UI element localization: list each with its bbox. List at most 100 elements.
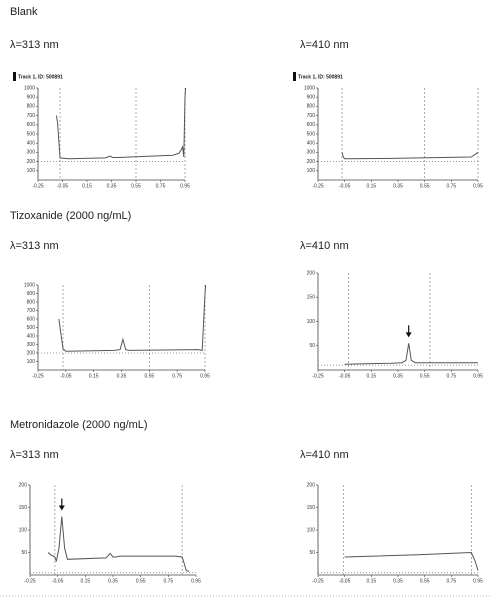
y-tick-label: 600 — [27, 122, 36, 128]
y-tick-label: 50 — [309, 343, 315, 349]
x-tick-label: 0.95 — [200, 373, 210, 379]
section-title: Blank — [10, 6, 38, 18]
y-tick-label: 1000 — [24, 282, 35, 288]
y-tick-label: 200 — [307, 159, 316, 165]
chart-title: λ=410 nm — [300, 240, 349, 252]
x-tick-label: 0.35 — [117, 373, 127, 379]
x-tick-label: 0.75 — [156, 183, 166, 189]
y-tick-label: 300 — [27, 342, 36, 348]
x-tick-label: 0.35 — [393, 373, 403, 379]
section-title: Tizoxanide (2000 ng/mL) — [10, 210, 131, 222]
x-tick-label: 0.15 — [80, 578, 90, 584]
y-tick-label: 700 — [27, 113, 36, 119]
y-tick-label: 600 — [307, 122, 316, 128]
x-tick-label: 0.55 — [136, 578, 146, 584]
chart-title: λ=410 nm — [300, 39, 349, 51]
x-tick-label: -0.05 — [57, 183, 69, 189]
section-title: Metronidazole (2000 ng/mL) — [10, 419, 148, 431]
x-tick-label: 0.35 — [107, 183, 117, 189]
x-tick-label: 0.75 — [172, 373, 182, 379]
y-tick-label: 1000 — [304, 85, 315, 91]
x-tick-label: -0.25 — [312, 373, 324, 379]
x-tick-label: -0.05 — [339, 373, 351, 379]
y-tick-label: 100 — [307, 527, 316, 533]
chart-subtitle: Track 1, ID: 500891 — [18, 74, 63, 80]
y-tick-label: 200 — [27, 350, 36, 356]
y-tick-label: 100 — [307, 168, 316, 174]
y-tick-label: 900 — [27, 291, 36, 297]
y-tick-label: 700 — [307, 113, 316, 119]
y-tick-label: 200 — [27, 159, 36, 165]
y-tick-label: 800 — [27, 299, 36, 305]
trace — [344, 551, 479, 571]
x-tick-label: 0.55 — [131, 183, 141, 189]
track-icon — [293, 72, 296, 81]
x-tick-label: -0.25 — [32, 373, 44, 379]
trace — [344, 343, 478, 365]
x-tick-label: 0.35 — [108, 578, 118, 584]
y-tick-label: 700 — [27, 308, 36, 314]
x-tick-label: 0.15 — [366, 373, 376, 379]
trace — [341, 151, 479, 160]
x-tick-label: -0.25 — [312, 183, 324, 189]
chart-title: λ=313 nm — [10, 39, 59, 51]
y-tick-label: 400 — [27, 333, 36, 339]
peak-arrowhead — [405, 332, 412, 338]
x-tick-label: -0.05 — [60, 373, 72, 379]
x-tick-label: 0.15 — [89, 373, 99, 379]
x-tick-label: -0.25 — [312, 578, 324, 584]
y-tick-label: 100 — [307, 319, 316, 325]
trace — [47, 516, 190, 572]
x-tick-label: 0.35 — [393, 183, 403, 189]
x-tick-label: 0.55 — [144, 373, 154, 379]
x-tick-label: 0.75 — [446, 373, 456, 379]
y-tick-label: 800 — [27, 104, 36, 110]
x-tick-label: 0.75 — [163, 578, 173, 584]
x-tick-label: 0.75 — [446, 183, 456, 189]
x-tick-label: 0.35 — [393, 578, 403, 584]
x-tick-label: -0.25 — [24, 578, 36, 584]
y-tick-label: 200 — [307, 270, 316, 276]
y-tick-label: 500 — [27, 131, 36, 137]
y-tick-label: 1000 — [24, 85, 35, 91]
y-tick-label: 400 — [307, 141, 316, 147]
x-tick-label: -0.05 — [339, 183, 351, 189]
y-tick-label: 200 — [19, 482, 28, 488]
chart-title: λ=313 nm — [10, 449, 59, 461]
x-tick-label: 0.55 — [420, 183, 430, 189]
x-tick-label: 0.15 — [366, 183, 376, 189]
x-tick-label: 0.95 — [180, 183, 190, 189]
trace — [55, 87, 187, 160]
y-tick-label: 150 — [19, 505, 28, 511]
y-tick-label: 100 — [27, 168, 36, 174]
x-tick-label: 0.95 — [191, 578, 201, 584]
x-tick-label: 0.75 — [446, 578, 456, 584]
y-tick-label: 500 — [27, 325, 36, 331]
y-tick-label: 100 — [27, 359, 36, 365]
y-tick-label: 200 — [307, 482, 316, 488]
y-tick-label: 500 — [307, 131, 316, 137]
y-tick-label: 150 — [307, 295, 316, 301]
x-tick-label: -0.05 — [339, 578, 351, 584]
x-tick-label: 0.95 — [473, 578, 483, 584]
peak-arrowhead — [58, 505, 65, 511]
x-tick-label: 0.15 — [366, 578, 376, 584]
y-tick-label: 50 — [309, 550, 315, 556]
y-tick-label: 900 — [27, 95, 36, 101]
y-tick-label: 300 — [307, 150, 316, 156]
y-tick-label: 50 — [21, 550, 27, 556]
x-tick-label: 0.55 — [420, 578, 430, 584]
y-tick-label: 900 — [307, 95, 316, 101]
y-tick-label: 150 — [307, 505, 316, 511]
y-tick-label: 100 — [19, 527, 28, 533]
y-tick-label: 400 — [27, 141, 36, 147]
chart-title: λ=313 nm — [10, 240, 59, 252]
chart-subtitle: Track 1, ID: 500891 — [298, 74, 343, 80]
trace — [58, 284, 207, 352]
chart-title: λ=410 nm — [300, 449, 349, 461]
y-tick-label: 600 — [27, 316, 36, 322]
track-icon — [13, 72, 16, 81]
x-tick-label: 0.55 — [420, 373, 430, 379]
x-tick-label: -0.25 — [32, 183, 44, 189]
